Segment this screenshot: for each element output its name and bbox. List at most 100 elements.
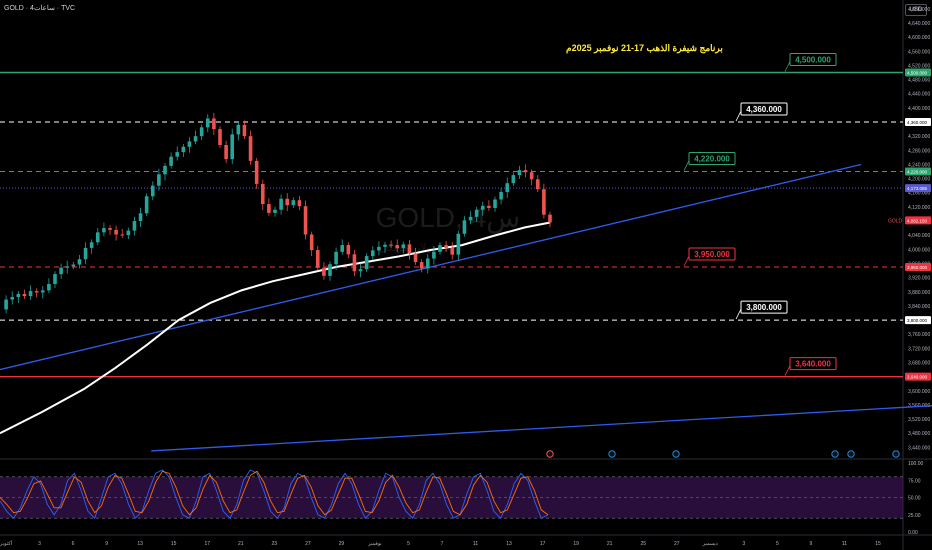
candle-body: [322, 267, 326, 276]
candle-body: [279, 198, 283, 210]
chart-title: برنامج شيفرة الذهب 17-21 نوفمبر 2025م: [566, 43, 723, 53]
candle-body: [16, 293, 21, 298]
candle-body: [523, 170, 528, 173]
level-callout-label: 4,500.000: [795, 56, 831, 65]
y-tick-label: 4,200.000: [908, 177, 930, 183]
level-axis-tag-label: 4,360.000: [907, 120, 928, 125]
candle-body: [468, 216, 473, 221]
candle-body: [291, 200, 296, 206]
y-tick-label: 4,400.000: [908, 106, 930, 112]
level-axis-tag-label: 3,640.000: [907, 375, 928, 380]
candle-body: [450, 247, 455, 255]
candle-body: [438, 245, 442, 252]
candle-body: [480, 205, 485, 210]
level-callout-pointer: [735, 110, 742, 122]
symbol-header[interactable]: GOLD · 4ساعات · TVC: [4, 5, 76, 12]
level-callout-box: [740, 300, 788, 314]
candle-body: [273, 209, 277, 213]
event-marker-icon: [892, 450, 900, 458]
candle-body: [224, 145, 228, 160]
stochastic-tick-label: 50.00: [908, 496, 921, 502]
y-tick-label: 4,000.000: [908, 247, 930, 253]
candle-body: [144, 196, 149, 214]
x-tick-label: 27: [674, 541, 680, 547]
candle-body: [157, 174, 161, 186]
candle-body: [535, 179, 540, 190]
candle-body: [340, 245, 345, 252]
candle-body: [126, 230, 131, 236]
candle-body: [499, 192, 503, 200]
x-tick-label: 13: [137, 541, 143, 547]
stochastic-tick-label: 25.00: [908, 513, 921, 519]
moving-average-line: [0, 221, 551, 435]
candle-body: [34, 291, 39, 293]
level-callout-label: 4,220.000: [694, 155, 730, 164]
x-tick-label: 17: [540, 541, 546, 547]
y-tick-label: 4,320.000: [908, 134, 930, 140]
y-tick-label: 3,840.000: [908, 304, 930, 310]
stochastic-tick-label: 75.00: [908, 478, 921, 484]
candle-body: [59, 267, 63, 275]
y-tick-label: 3,880.000: [908, 290, 930, 296]
x-tick-label: 23: [272, 541, 278, 547]
event-marker-icon: [847, 450, 855, 458]
candle-body: [120, 234, 125, 236]
candle-body: [346, 245, 351, 255]
y-tick-label: 3,680.000: [908, 361, 930, 367]
level-callout-label: 4,360.000: [746, 105, 782, 114]
x-tick-label: 21: [238, 541, 244, 547]
candle-body: [108, 228, 112, 230]
x-tick-label: 9: [105, 541, 108, 547]
candle-body: [65, 266, 70, 268]
candle-body: [193, 136, 198, 142]
candle-body: [285, 198, 290, 206]
level-callout-box: [789, 357, 837, 371]
candle-body: [150, 185, 155, 197]
candle-body: [401, 244, 406, 249]
candle-body: [181, 146, 186, 153]
candle-body: [358, 269, 363, 272]
currency-button[interactable]: USD: [905, 4, 927, 16]
candle-body: [212, 118, 216, 130]
candle-body: [89, 242, 94, 248]
x-tick-label: 11: [473, 541, 478, 547]
candle-body: [187, 141, 192, 147]
candle-body: [77, 259, 82, 265]
candle-body: [517, 170, 522, 176]
candle-body: [389, 244, 393, 246]
candle-body: [230, 134, 235, 160]
x-tick-label: 6: [72, 541, 75, 547]
y-tick-label: 3,520.000: [908, 417, 930, 423]
candle-body: [175, 152, 180, 157]
candle-body: [163, 165, 167, 175]
level-axis-tag-label: 4,220.000: [907, 170, 928, 175]
candle-body: [248, 136, 253, 161]
candle-body: [315, 250, 320, 268]
level-axis-tag: [905, 316, 931, 325]
y-tick-label: 4,520.000: [908, 63, 930, 69]
candle-body: [548, 214, 552, 223]
level-callout-label: 3,640.000: [795, 360, 831, 369]
candle-body: [334, 251, 338, 265]
candle-body: [352, 254, 357, 272]
x-tick-label: 15: [875, 541, 881, 547]
stochastic-d-line: [0, 470, 549, 516]
candle-body: [328, 264, 332, 276]
x-tick-label: أكتوبر: [0, 539, 13, 547]
level-axis-tag: [905, 184, 931, 193]
candle-body: [370, 250, 375, 257]
x-tick-label: 15: [171, 541, 177, 547]
level-callout-box: [740, 102, 788, 116]
candle-body: [260, 183, 265, 205]
y-tick-label: 3,600.000: [908, 389, 930, 395]
candle-body: [297, 200, 302, 207]
candle-body: [542, 189, 546, 215]
x-tick-label: 25: [640, 541, 646, 547]
candle-body: [102, 228, 106, 233]
x-tick-label: 27: [305, 541, 311, 547]
y-tick-label: 3,440.000: [908, 445, 930, 451]
candle-body: [456, 233, 461, 255]
candle-body: [205, 118, 210, 128]
y-tick-label: 4,480.000: [908, 78, 930, 84]
